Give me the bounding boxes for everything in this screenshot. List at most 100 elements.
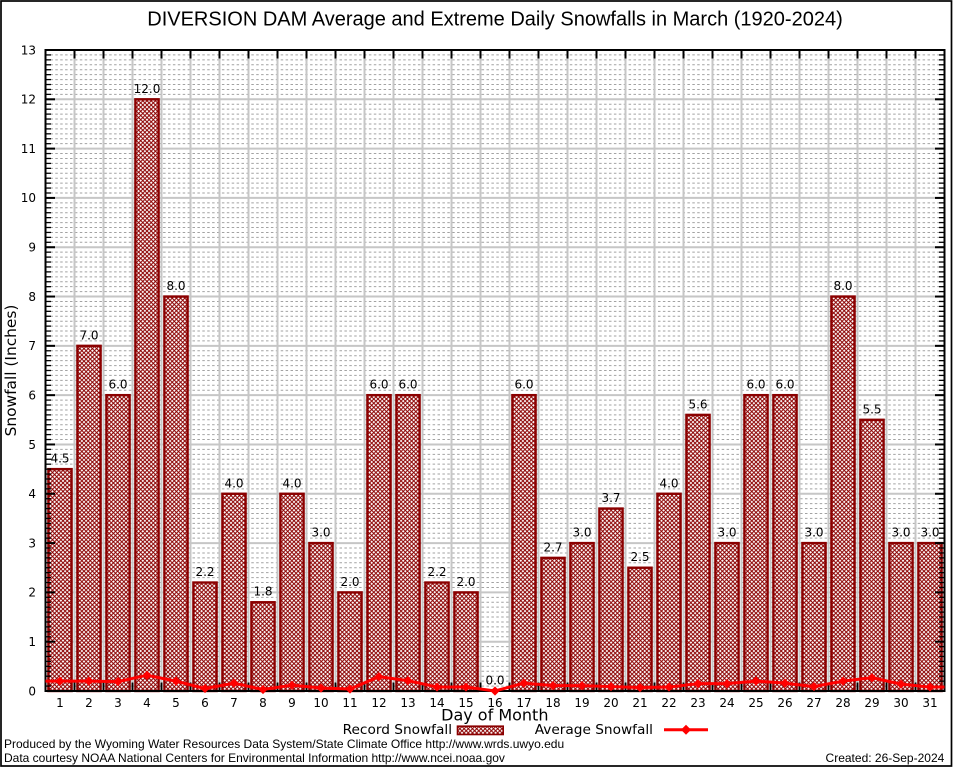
x-tick-label-day-27: 27	[806, 696, 821, 710]
x-tick-label-day-22: 22	[661, 696, 676, 710]
bar-day-31	[917, 541, 943, 693]
average-marker-day-7	[229, 678, 239, 688]
x-tick-label-day-1: 1	[56, 696, 64, 710]
bar-day-12	[366, 393, 392, 693]
x-tick-label-day-3: 3	[114, 696, 122, 710]
bar-day-8	[250, 601, 276, 693]
x-tick-label-day-14: 14	[429, 696, 444, 710]
x-tick-label-day-13: 13	[400, 696, 415, 710]
bar-day-18	[540, 556, 566, 693]
bar-day-11	[337, 591, 363, 693]
bar-value-label-day-28: 8.0	[833, 279, 852, 293]
average-marker-day-21	[635, 682, 645, 693]
legend-average-marker	[681, 724, 691, 735]
average-marker-day-23	[693, 679, 703, 689]
footer: Produced by the Wyoming Water Resources …	[4, 737, 945, 765]
average-marker-day-13	[403, 676, 413, 686]
average-marker-day-25	[751, 676, 761, 686]
bar-value-label-day-9: 4.0	[282, 476, 301, 490]
y-tick-label-1: 1	[28, 635, 36, 649]
x-tick-label-day-9: 9	[288, 696, 296, 710]
average-snowfall-line	[45, 670, 945, 696]
bar-value-label-day-8: 1.8	[253, 585, 272, 599]
average-marker-day-27	[809, 681, 819, 692]
x-tick-label-day-2: 2	[85, 696, 93, 710]
y-tick-label-8: 8	[28, 290, 36, 304]
bar-day-28	[830, 295, 856, 693]
bar-day-13	[395, 393, 421, 693]
x-tick-label-day-25: 25	[748, 696, 763, 710]
average-marker-day-14	[432, 682, 442, 692]
bar-value-label-day-5: 8.0	[166, 279, 185, 293]
average-marker-day-8	[258, 684, 268, 695]
y-tick-label-13: 13	[21, 43, 36, 57]
average-marker-day-15	[461, 682, 471, 692]
bar-value-label-day-11: 2.0	[340, 575, 359, 589]
footer-produced-by: Produced by the Wyoming Water Resources …	[4, 737, 564, 751]
bar-value-label-day-13: 6.0	[398, 378, 417, 392]
bar-value-label-day-29: 5.5	[862, 402, 881, 416]
bar-value-label-day-10: 3.0	[311, 526, 330, 540]
x-tick-label-day-6: 6	[201, 696, 209, 710]
y-tick-label-5: 5	[28, 438, 36, 452]
average-marker-day-12	[374, 672, 384, 682]
bar-value-label-day-27: 3.0	[804, 526, 823, 540]
y-tick-label-3: 3	[28, 536, 36, 550]
average-marker-day-4	[142, 670, 152, 680]
average-marker-day-18	[548, 680, 558, 691]
legend: Record Snowfall Average Snowfall	[343, 722, 708, 738]
x-tick-label-day-4: 4	[143, 696, 151, 710]
bar-value-label-day-4: 12.0	[134, 82, 161, 96]
y-tick-label-0: 0	[28, 684, 36, 698]
x-tick-label-day-7: 7	[230, 696, 238, 710]
x-tick-label-day-11: 11	[342, 696, 357, 710]
x-tick-label-day-18: 18	[545, 696, 560, 710]
average-marker-day-29	[867, 673, 877, 683]
y-tick-label-9: 9	[28, 241, 36, 255]
bar-value-label-day-21: 2.5	[630, 550, 649, 564]
average-marker-day-3	[113, 677, 123, 687]
y-tick-label-6: 6	[28, 388, 36, 402]
bar-value-label-day-25: 6.0	[746, 378, 765, 392]
record-snowfall-bars: 4.5 7.0 6.0 12.0 8.0 2.2 4.0 1.8 4.0 3.0 2.0 6.0 6.0…	[47, 82, 943, 693]
bar-value-label-day-16: 0.0	[485, 674, 504, 688]
average-marker-day-19	[577, 680, 587, 691]
average-marker-day-31	[925, 682, 935, 692]
bar-day-27	[801, 541, 827, 693]
bar-value-label-day-2: 7.0	[79, 328, 98, 342]
average-marker-day-28	[838, 676, 848, 686]
bar-value-label-day-20: 3.7	[601, 491, 620, 505]
bar-day-30	[888, 541, 914, 693]
average-marker-day-2	[84, 676, 94, 686]
y-tick-label-4: 4	[28, 487, 36, 501]
bar-day-29	[859, 418, 885, 693]
bar-value-label-day-24: 3.0	[717, 526, 736, 540]
legend-average-label: Average Snowfall	[535, 722, 653, 738]
average-marker-day-6	[200, 683, 210, 694]
chart-title: DIVERSION DAM Average and Extreme Daily …	[147, 9, 842, 31]
x-tick-label-day-24: 24	[719, 696, 734, 710]
bar-day-20	[598, 507, 624, 693]
bar-day-9	[279, 492, 305, 693]
x-tick-label-day-5: 5	[172, 696, 180, 710]
average-marker-day-9	[287, 680, 297, 690]
bar-day-22	[656, 492, 682, 693]
bar-day-6	[192, 581, 218, 693]
average-marker-day-11	[345, 684, 355, 694]
legend-record-swatch	[456, 725, 505, 736]
bar-day-5	[163, 295, 189, 693]
bar-value-label-day-6: 2.2	[195, 565, 214, 579]
bar-day-21	[627, 566, 653, 693]
x-tick-label-day-30: 30	[893, 696, 908, 710]
x-tick-label-day-23: 23	[690, 696, 705, 710]
average-marker-day-22	[664, 682, 674, 692]
x-tick-label-day-15: 15	[458, 696, 473, 710]
average-marker-day-20	[606, 681, 616, 692]
footer-created-date: Created: 26-Sep-2024	[826, 751, 945, 765]
bar-value-label-day-7: 4.0	[224, 476, 243, 490]
average-marker-day-24	[722, 679, 732, 689]
y-tick-label-10: 10	[21, 191, 36, 205]
bar-value-label-day-17: 6.0	[514, 378, 533, 392]
